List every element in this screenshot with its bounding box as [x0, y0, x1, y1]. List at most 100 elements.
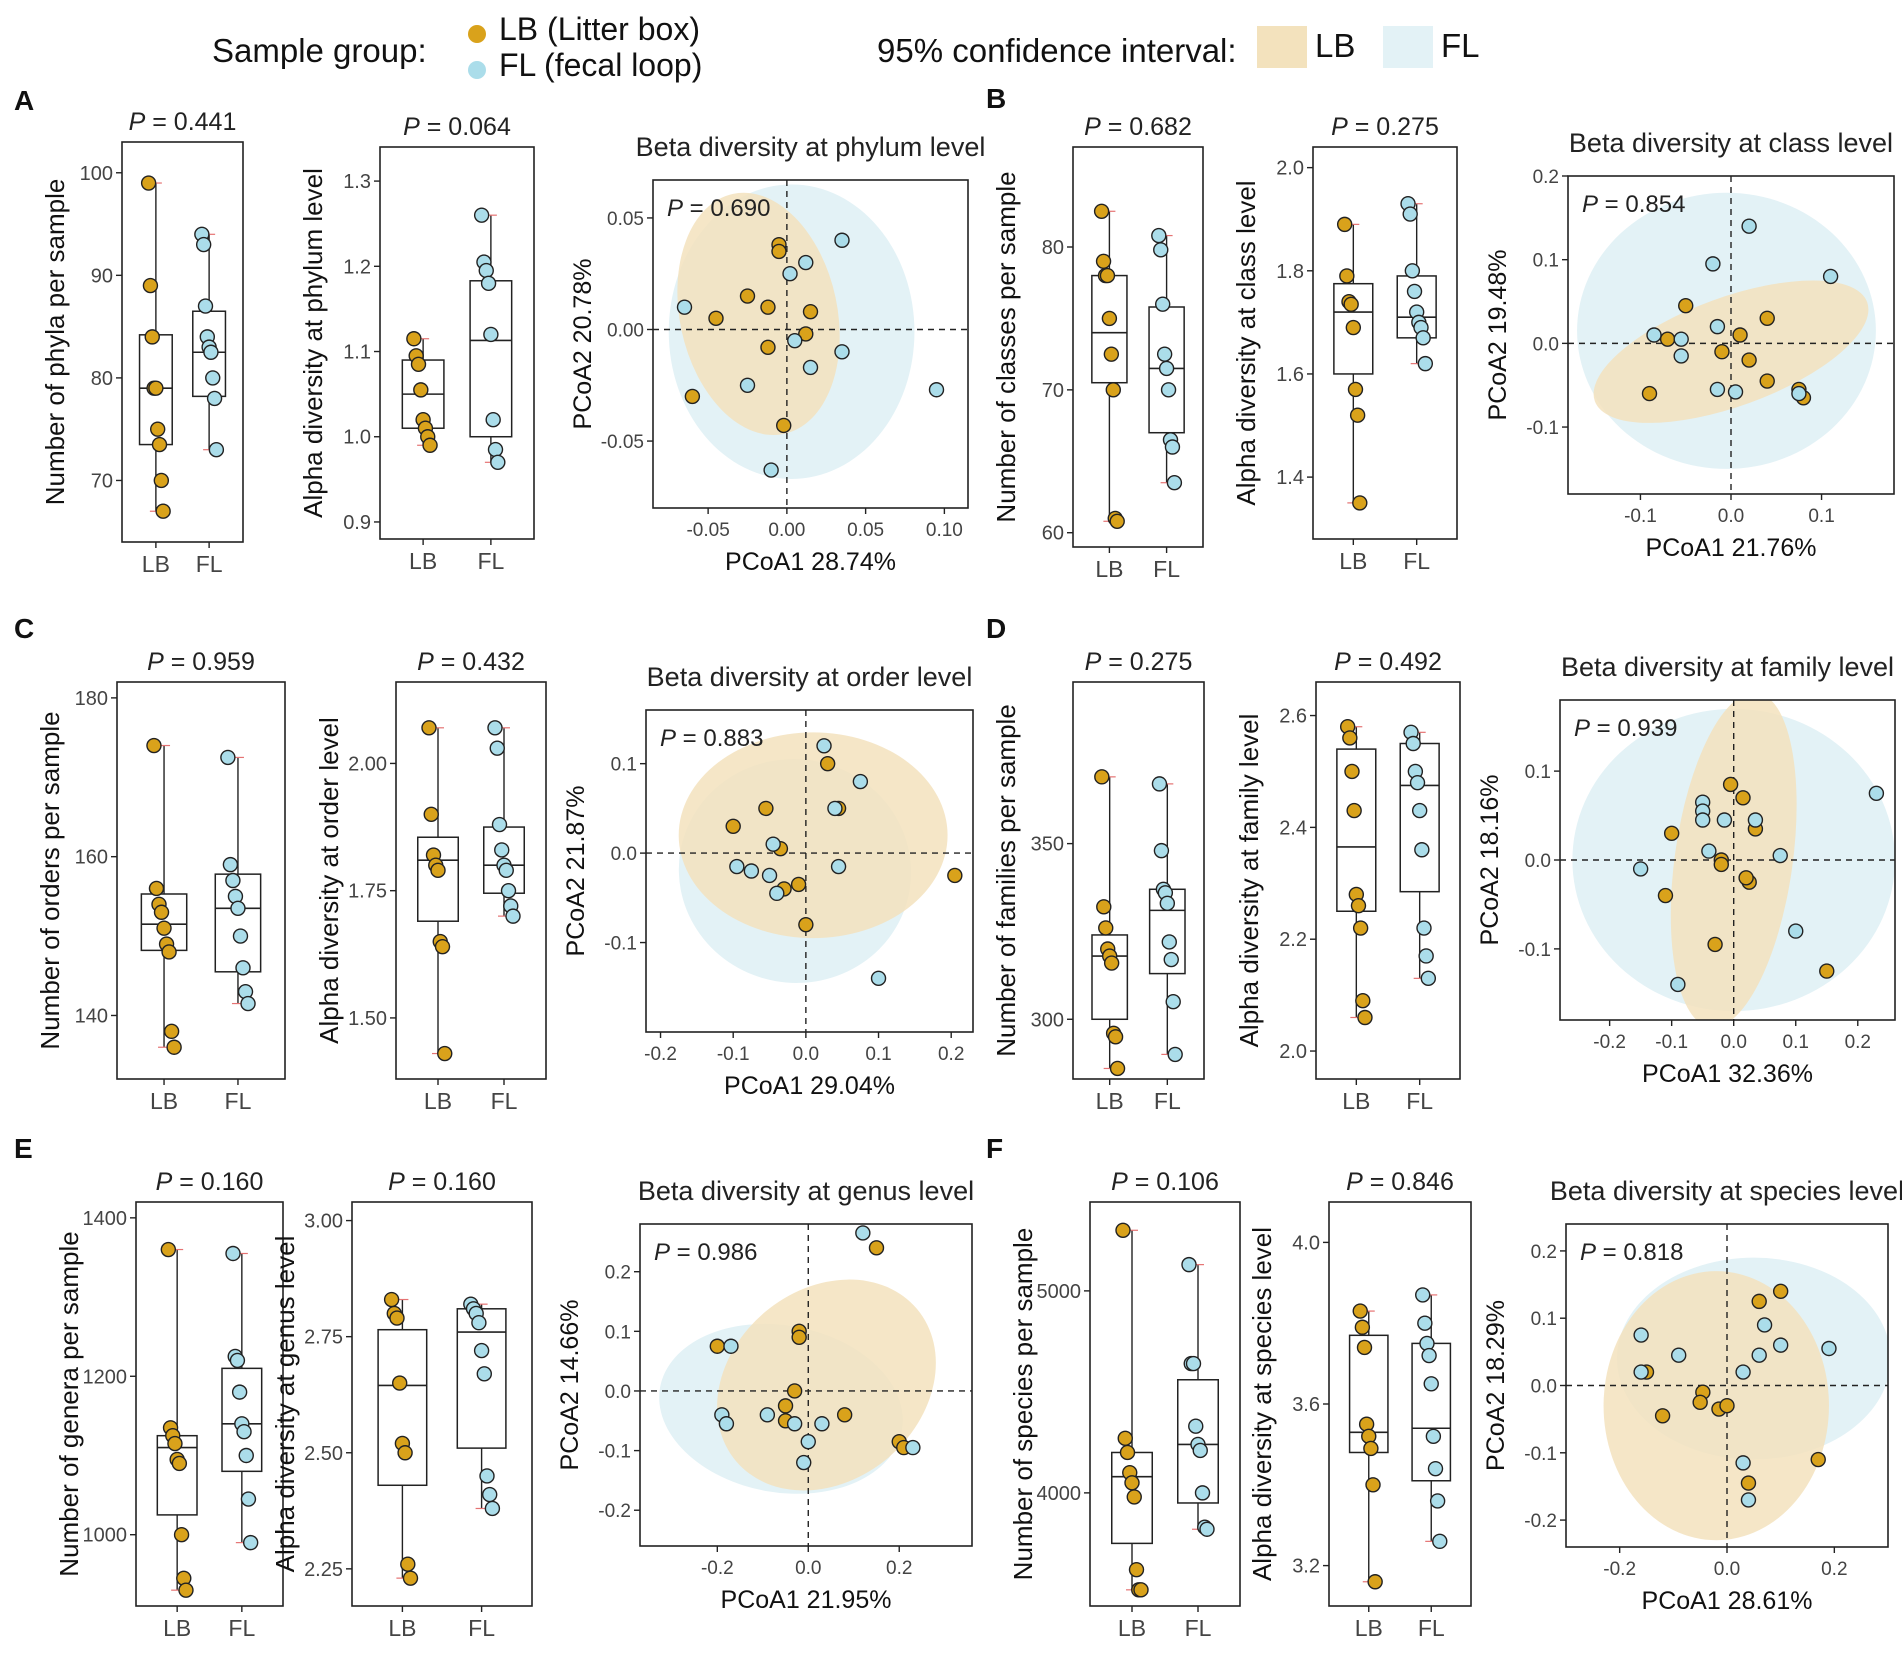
point-fl	[1701, 843, 1717, 859]
point-lb	[155, 503, 171, 519]
point-fl	[1409, 774, 1426, 791]
x-tick-label: -0.2	[1593, 1032, 1626, 1053]
point-fl	[1740, 1492, 1757, 1508]
x-tick-label: 0.0	[1718, 506, 1744, 527]
point-fl	[220, 749, 236, 766]
point-lb	[1124, 1475, 1140, 1491]
point-lb	[1356, 1339, 1373, 1356]
point-lb	[947, 867, 963, 884]
point-fl	[500, 882, 517, 899]
point-fl	[483, 326, 499, 343]
point-fl	[1868, 785, 1885, 802]
point-lb	[1099, 267, 1116, 284]
p-value-title: P = 0.064	[403, 113, 511, 141]
panel-letter-b: B	[986, 83, 1006, 114]
point-fl	[1673, 348, 1689, 364]
x-tick-label: -0.05	[686, 520, 729, 541]
plot-frame	[1072, 681, 1205, 1080]
point-fl	[1402, 206, 1418, 222]
point-lb	[1641, 385, 1658, 402]
point-fl	[1709, 318, 1726, 335]
point-lb	[166, 1039, 182, 1055]
point-lb	[1355, 993, 1371, 1009]
p-value-title: P = 0.492	[1334, 648, 1442, 676]
scatter-chart-14: Beta diversity at genus level P = 0.986 -0…	[556, 1176, 974, 1614]
scatter-chart-2: Beta diversity at phylum level P = 0.690 -…	[569, 132, 985, 576]
point-fl	[505, 908, 521, 924]
y-axis-label: PCoA2 19.48%	[1484, 250, 1512, 421]
point-lb	[684, 388, 701, 405]
point-fl	[494, 842, 510, 858]
point-lb	[1707, 936, 1723, 953]
y-tick-label: 1.4	[1276, 467, 1304, 489]
point-fl	[236, 1424, 252, 1440]
point-fl	[855, 1225, 871, 1241]
point-fl	[1772, 847, 1788, 864]
y-tick-label: 2.0	[1276, 158, 1304, 180]
point-lb	[400, 1556, 416, 1572]
point-fl	[473, 207, 490, 223]
point-fl	[489, 740, 505, 756]
point-fl	[763, 462, 779, 478]
point-fl	[1705, 256, 1721, 272]
point-lb	[430, 862, 446, 879]
y-tick-label: 0.1	[605, 1322, 631, 1343]
point-lb	[1678, 298, 1694, 314]
box-chart-13: P = 0.160 2.25 2.50 2.75 3.00 LB FL Alpha diver…	[270, 1168, 533, 1641]
point-lb	[819, 755, 836, 772]
point-lb	[1357, 1009, 1373, 1026]
ellipses	[659, 1279, 936, 1494]
point-lb	[173, 1527, 190, 1543]
y-tick-label: 140	[75, 1005, 108, 1027]
point-fl	[1405, 735, 1421, 752]
point-lb	[1109, 1060, 1126, 1077]
p-value-title: P = 0.441	[129, 108, 237, 136]
point-lb	[161, 944, 177, 960]
y-tick-label: 350	[1031, 834, 1064, 856]
point-lb	[1117, 1430, 1133, 1447]
point-fl	[480, 275, 497, 292]
plot-frame	[116, 681, 286, 1080]
point-fl	[765, 836, 781, 852]
point-fl	[478, 262, 494, 279]
x-axis-label: PCoA1 32.36%	[1642, 1060, 1813, 1088]
y-tick-label: 1.50	[348, 1008, 387, 1030]
x-tick-label: 0.10	[926, 520, 963, 541]
box-chart-16: P = 0.846 3.2 3.6 4.0 LB FL Alpha diversity at…	[1247, 1168, 1472, 1641]
x-tick-label: 0.0	[795, 1558, 821, 1579]
point-lb	[1751, 1293, 1767, 1310]
point-fl	[870, 970, 887, 987]
x-tick-label: FL	[1153, 556, 1180, 582]
point-fl	[1159, 895, 1176, 912]
plot-frame	[351, 1201, 533, 1607]
p-value-title: P = 0.959	[147, 648, 255, 676]
point-fl	[1194, 1485, 1211, 1501]
point-lb	[790, 876, 807, 893]
point-lb	[1367, 1574, 1383, 1590]
point-lb	[1741, 352, 1757, 368]
point-fl	[1632, 861, 1649, 877]
box-chart-1: P = 0.064 0.9 1.0 1.1 1.2 1.3 LB FL Alpha divers…	[298, 113, 535, 574]
point-lb	[1115, 1222, 1131, 1238]
point-lb	[1349, 407, 1366, 423]
p-value-title: P = 0.682	[1084, 113, 1192, 141]
point-fl	[1404, 263, 1421, 279]
y-axis-label: Alpha diversity at order level	[314, 717, 344, 1044]
point-fl	[1747, 812, 1764, 828]
p-value-title: P = 0.275	[1331, 113, 1439, 141]
point-lb	[1336, 216, 1353, 233]
y-tick-label: -0.1	[1524, 1444, 1557, 1465]
point-fl	[238, 1447, 254, 1464]
y-tick-label: 70	[91, 470, 113, 492]
point-fl	[1415, 1287, 1431, 1303]
y-axis-label: Alpha diversity at phylum level	[298, 168, 328, 518]
x-tick-label: LB	[1095, 556, 1123, 582]
legend-lb-point	[468, 25, 486, 43]
plot-frame	[135, 1201, 284, 1607]
point-lb	[1095, 253, 1112, 269]
point-fl	[1158, 360, 1175, 377]
point-lb	[1654, 1408, 1671, 1424]
point-fl	[787, 332, 803, 349]
x-tick-label: -0.2	[701, 1558, 734, 1579]
y-tick-label: 2.25	[304, 1559, 343, 1581]
